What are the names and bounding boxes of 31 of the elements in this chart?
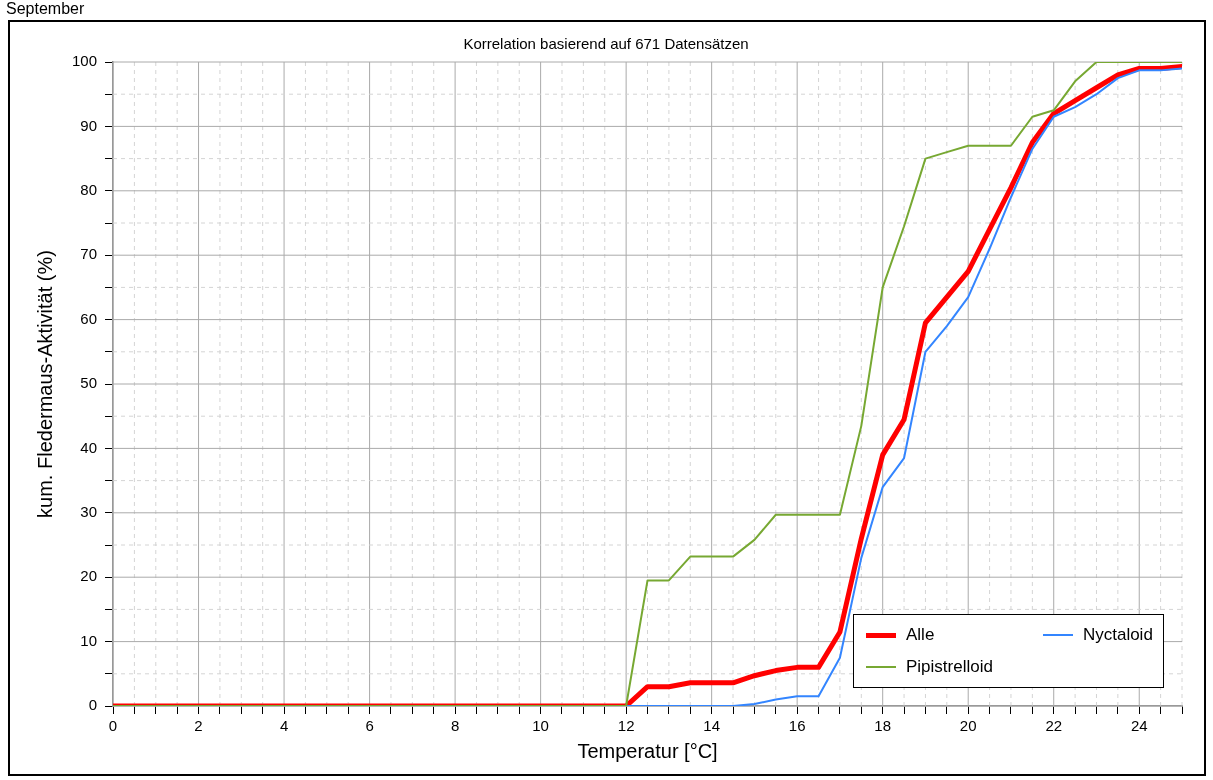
y-tick-label: 10 [80, 631, 98, 649]
legend-label: Alle [906, 625, 935, 645]
legend-label: Pipistrelloid [906, 657, 993, 677]
legend-label: Nyctaloid [1082, 625, 1153, 645]
x-tick-label: 0 [108, 717, 118, 735]
x-tick-label: 2 [194, 717, 203, 735]
y-tick-label: 20 [80, 567, 98, 585]
y-tick-label: 50 [80, 374, 98, 392]
x-tick-label: 8 [450, 717, 460, 735]
y-tick-label: 90 [80, 116, 98, 134]
text: September [6, 0, 85, 18]
y-tick-label: 60 [80, 309, 98, 327]
y-tick-label: 70 [80, 245, 98, 263]
x-axis-title: Temperatur [°C] [577, 739, 718, 762]
x-tick-label: 12 [617, 717, 635, 735]
y-axis-title: kum. Fledermaus-Aktivität (%) [33, 250, 56, 518]
y-tick-label: 80 [80, 180, 98, 198]
y-tick-label: 100 [72, 52, 98, 70]
y-tick-label: 0 [88, 696, 98, 714]
x-tick-label: 24 [1130, 717, 1148, 735]
x-tick-label: 10 [532, 717, 549, 735]
x-tick-label: 4 [279, 717, 289, 735]
x-tick-label: 22 [1045, 717, 1063, 735]
x-tick-label: 6 [365, 717, 374, 735]
y-tick-label: 30 [80, 502, 98, 520]
x-tick-label: 20 [959, 717, 977, 735]
x-tick-label: 16 [788, 717, 806, 735]
chart-title: Korrelation basierend auf 671 Datensätzen [463, 35, 749, 53]
x-tick-label: 18 [874, 717, 892, 735]
x-tick-label: 14 [703, 717, 720, 735]
y-tick-label: 40 [80, 438, 98, 456]
